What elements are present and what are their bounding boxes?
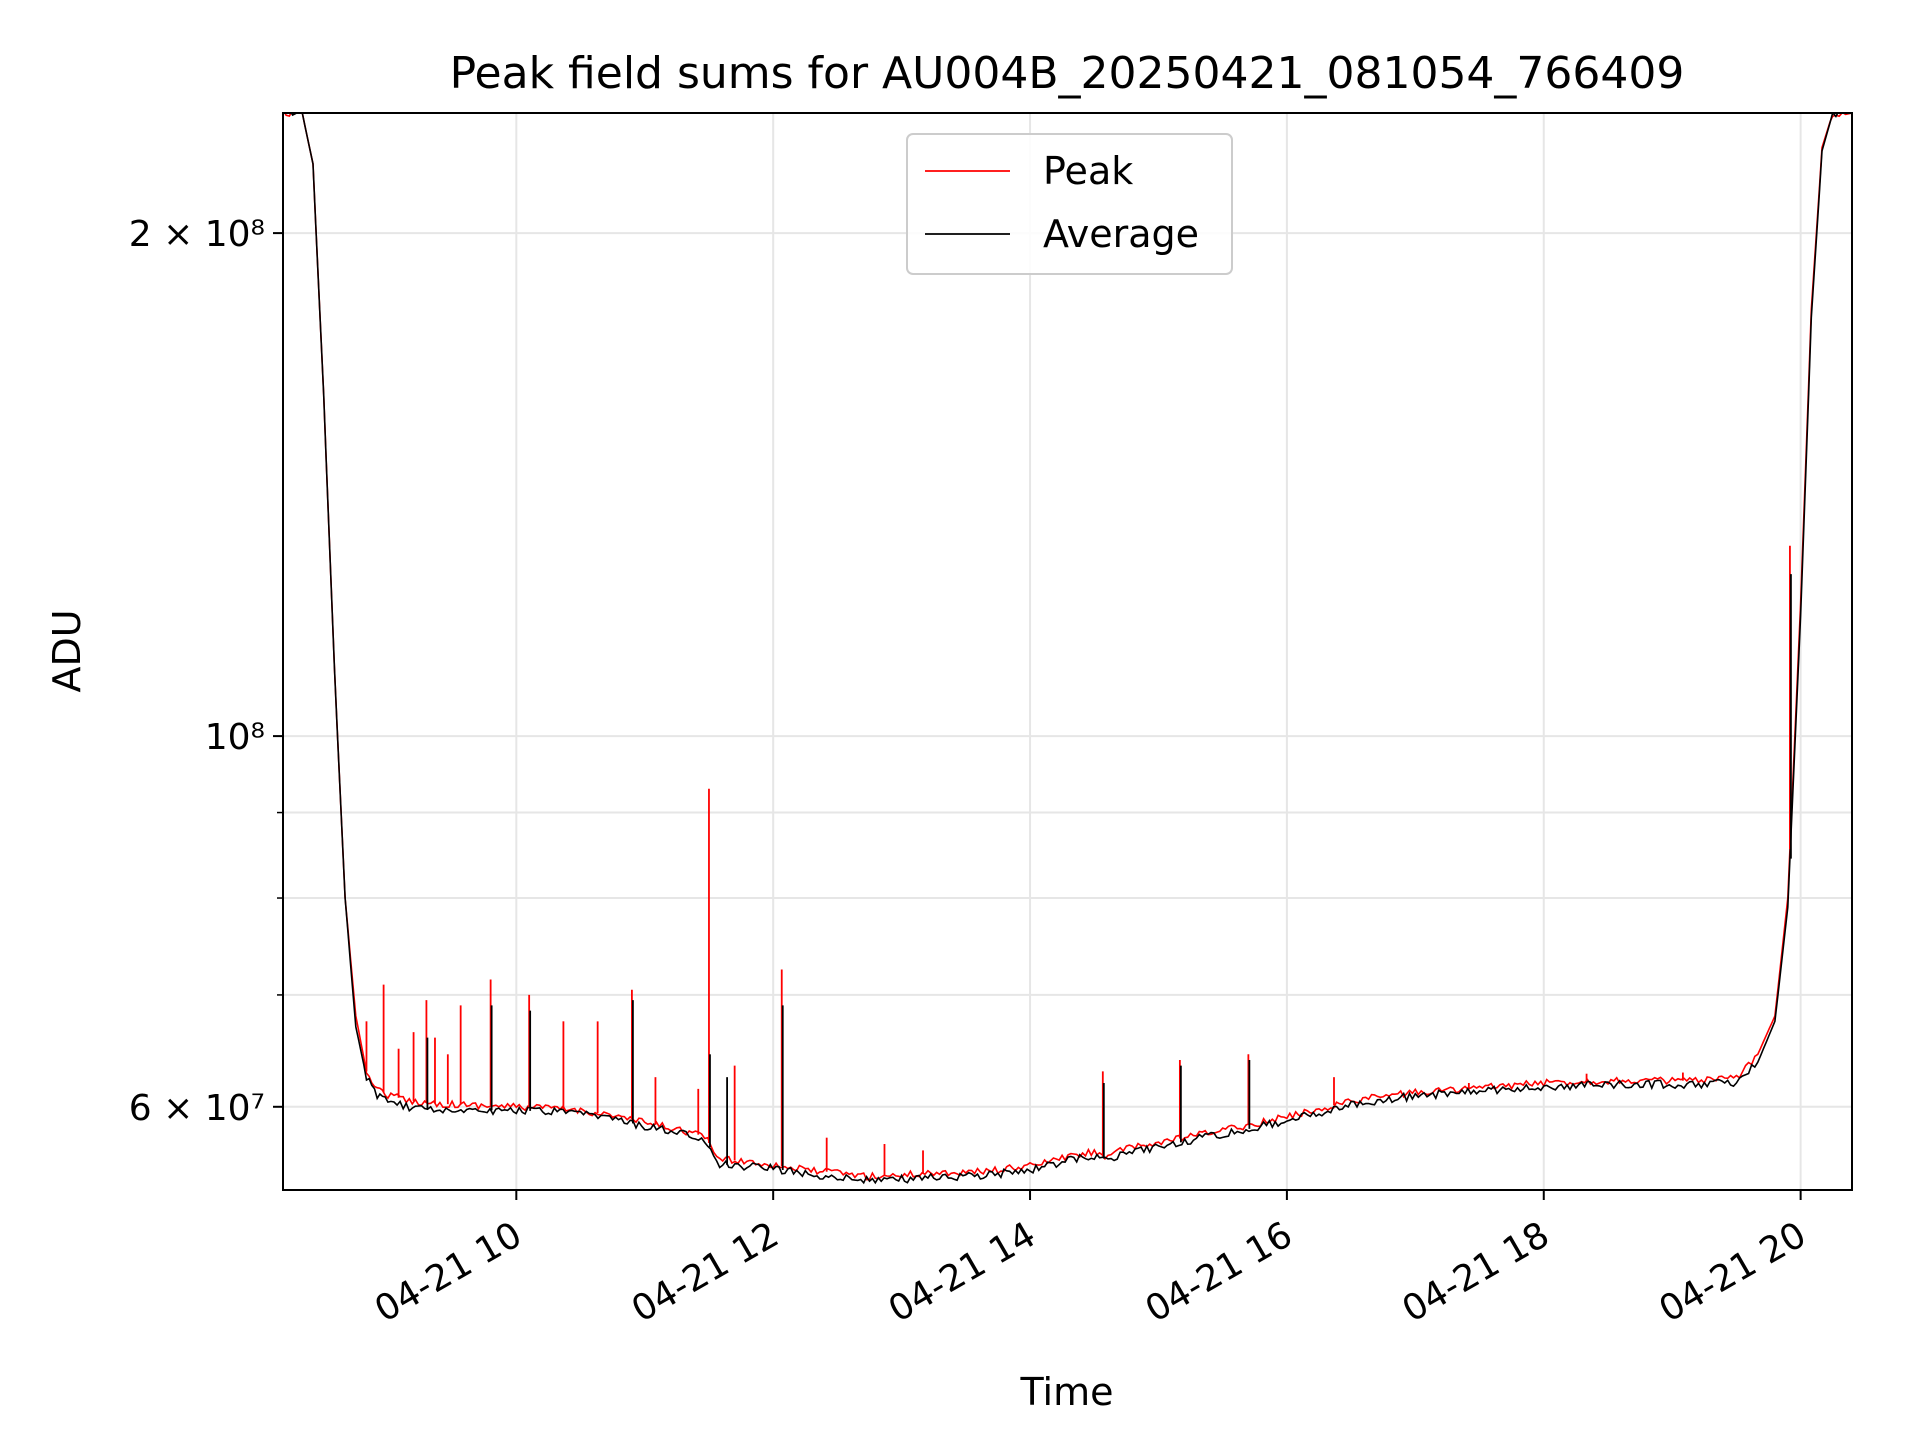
legend-label-peak: Peak [1043, 149, 1133, 193]
plot-frame [282, 112, 1853, 1191]
y-tick-label: 6 × 10⁷ [129, 1088, 265, 1129]
legend-label-average: Average [1043, 212, 1199, 256]
chart-title: Peak field sums for AU004B_20250421_0810… [450, 48, 1685, 99]
y-axis-label: ADU [45, 609, 89, 692]
grid [283, 113, 1852, 1190]
legend: Peak Average [906, 133, 1233, 275]
series-layer [283, 113, 1852, 1185]
x-axis-label: Time [1020, 1370, 1114, 1414]
legend-box [906, 133, 1233, 275]
y-tick-label: 10⁸ [205, 717, 265, 758]
y-tick-label: 2 × 10⁸ [129, 214, 265, 255]
average-series-line [283, 113, 1852, 1185]
